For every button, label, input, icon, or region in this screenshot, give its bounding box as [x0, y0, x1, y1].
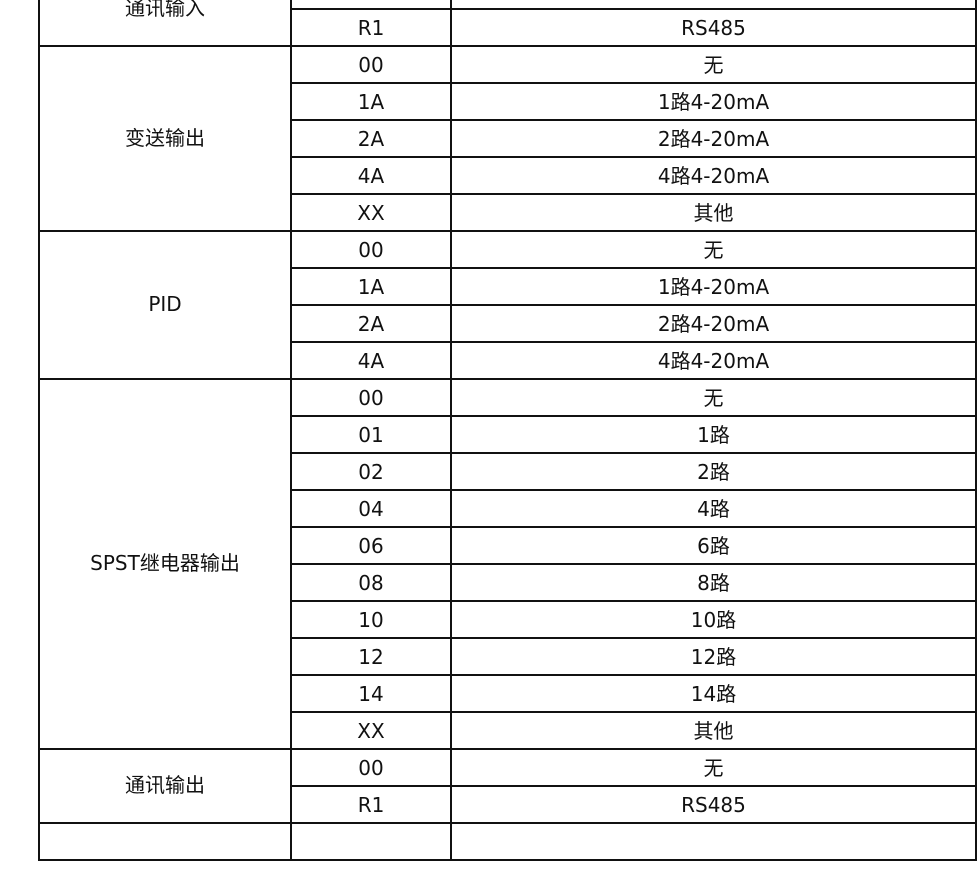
- trailing-row: [38, 822, 977, 861]
- option-description: 无: [450, 45, 977, 84]
- option-code: 1A: [290, 82, 452, 121]
- option-code: 00: [290, 378, 452, 417]
- option-description: 12路: [450, 637, 977, 676]
- option-code: XX: [290, 711, 452, 750]
- option-code: 08: [290, 563, 452, 602]
- option-code: R1: [290, 785, 452, 824]
- option-code: 00: [290, 230, 452, 269]
- table-row: 01 1路: [39, 415, 977, 454]
- option-description: 10路: [450, 600, 977, 639]
- option-description: RS485: [450, 785, 977, 824]
- option-code: 4A: [290, 341, 452, 380]
- option-description: 1路4-20mA: [450, 267, 977, 306]
- table-row: SPST继电器输出 00 无: [38, 378, 977, 750]
- table-row: 变送输出 00 无: [38, 45, 977, 232]
- option-description: 无: [450, 230, 977, 269]
- option-code: [290, 0, 452, 10]
- option-code: 14: [290, 674, 452, 713]
- table-row: XX 其他: [39, 711, 977, 750]
- table-row: 2A 2路4-20mA: [39, 304, 977, 343]
- table-row: 1A 1路4-20mA: [39, 82, 977, 121]
- option-code: 10: [290, 600, 452, 639]
- group-label: 变送输出: [38, 45, 292, 232]
- option-code: 2A: [290, 119, 452, 158]
- group-label: 通讯输入: [38, 0, 292, 47]
- option-description: 6路: [450, 526, 977, 565]
- option-description: 4路4-20mA: [450, 341, 977, 380]
- option-description: 4路: [450, 489, 977, 528]
- group-label: PID: [38, 230, 292, 380]
- table-row: XX 其他: [39, 193, 977, 232]
- table-row: 14 14路: [39, 674, 977, 713]
- option-description: 其他: [450, 711, 977, 750]
- table-row: 4A 4路4-20mA: [39, 156, 977, 195]
- option-code: 02: [290, 452, 452, 491]
- option-description: 4路4-20mA: [450, 156, 977, 195]
- option-code: 2A: [290, 304, 452, 343]
- table-row: 4A 4路4-20mA: [39, 341, 977, 380]
- option-description: 1路: [450, 415, 977, 454]
- option-code: 4A: [290, 156, 452, 195]
- group-label: 通讯输出: [38, 748, 292, 824]
- option-description: RS485: [450, 8, 977, 47]
- option-description: [450, 0, 977, 10]
- table-row: 06 6路: [39, 526, 977, 565]
- option-description: 无: [450, 748, 977, 787]
- table-row: 04 4路: [39, 489, 977, 528]
- option-code: 04: [290, 489, 452, 528]
- table-row: 10 10路: [39, 600, 977, 639]
- group-label: SPST继电器输出: [38, 378, 292, 750]
- option-description: 14路: [450, 674, 977, 713]
- option-description: 1路4-20mA: [450, 82, 977, 121]
- table-row: 2A 2路4-20mA: [39, 119, 977, 158]
- option-description: 无: [450, 378, 977, 417]
- option-code: 01: [290, 415, 452, 454]
- option-description: 2路4-20mA: [450, 119, 977, 158]
- table-row: 08 8路: [39, 563, 977, 602]
- table-row: 02 2路: [39, 452, 977, 491]
- table-row: PID 00 无: [38, 230, 977, 380]
- table-row: 1A 1路4-20mA: [39, 267, 977, 306]
- option-description: 其他: [450, 193, 977, 232]
- table-row: R1 RS485: [39, 785, 977, 824]
- option-description: 2路: [450, 452, 977, 491]
- table-row: R1 RS485: [39, 8, 977, 47]
- option-code-table: 通讯输入 R1 RS485 变送输出 00 无 1A 1路4-20mA 2A 2路4-20mA 4A…: [38, 0, 977, 861]
- table-row: 通讯输出 00 无: [38, 748, 977, 824]
- option-code: 00: [290, 45, 452, 84]
- option-code: 12: [290, 637, 452, 676]
- option-description: 2路4-20mA: [450, 304, 977, 343]
- option-code: XX: [290, 193, 452, 232]
- option-description: 8路: [450, 563, 977, 602]
- option-code: 00: [290, 748, 452, 787]
- option-code: R1: [290, 8, 452, 47]
- option-code: 06: [290, 526, 452, 565]
- table-row: 12 12路: [39, 637, 977, 676]
- option-code: 1A: [290, 267, 452, 306]
- table-row: 通讯输入: [38, 0, 977, 47]
